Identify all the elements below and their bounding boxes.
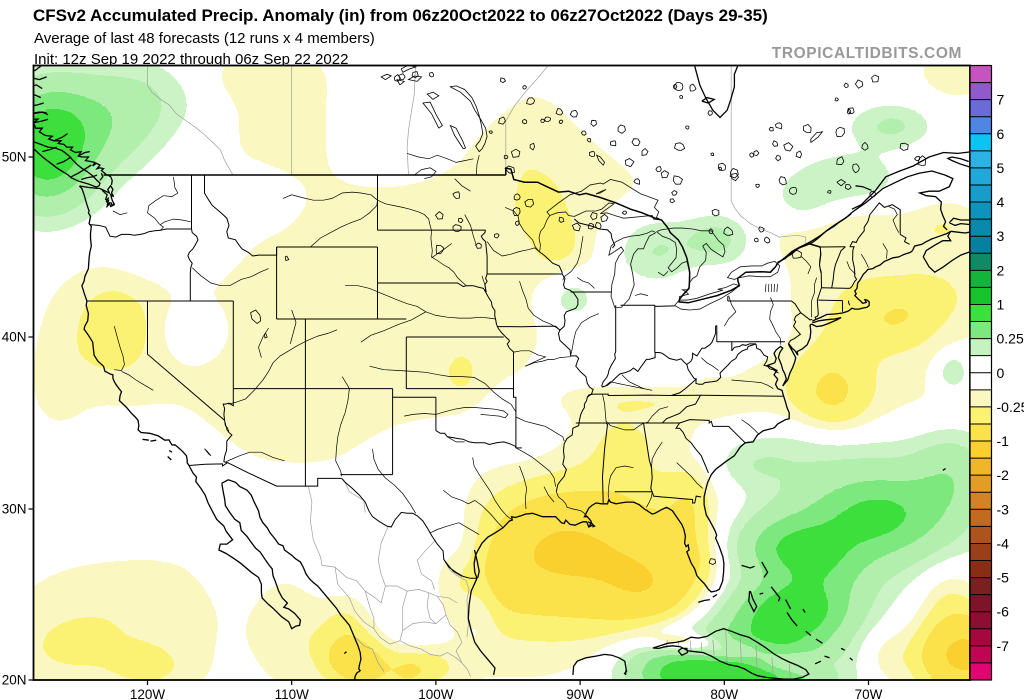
svg-text:80W: 80W <box>710 687 738 700</box>
svg-text:Average of last 48 forecasts (: Average of last 48 forecasts (12 runs x … <box>34 30 375 47</box>
svg-text:0: 0 <box>997 365 1005 381</box>
svg-text:110W: 110W <box>275 687 310 700</box>
svg-text:90W: 90W <box>566 687 594 700</box>
svg-text:40N: 40N <box>2 330 27 345</box>
svg-text:6: 6 <box>997 126 1005 142</box>
svg-text:-6: -6 <box>997 604 1010 620</box>
svg-text:-0.25: -0.25 <box>997 399 1024 415</box>
svg-text:TROPICALTIDBITS.COM: TROPICALTIDBITS.COM <box>772 45 962 62</box>
svg-text:-3: -3 <box>997 501 1010 517</box>
svg-text:7: 7 <box>997 92 1005 108</box>
svg-text:100W: 100W <box>418 687 454 700</box>
svg-text:2: 2 <box>997 262 1005 278</box>
svg-text:3: 3 <box>997 228 1005 244</box>
svg-text:-7: -7 <box>997 638 1010 654</box>
svg-text:20N: 20N <box>2 673 27 688</box>
svg-text:Init: 12z Sep 19 2022 through: Init: 12z Sep 19 2022 through 06z Sep 22… <box>34 51 348 68</box>
svg-text:1: 1 <box>997 297 1005 313</box>
svg-text:70W: 70W <box>855 687 883 700</box>
svg-text:-1: -1 <box>997 433 1010 449</box>
svg-text:0.25: 0.25 <box>997 331 1024 347</box>
svg-text:120W: 120W <box>130 687 166 700</box>
svg-text:50N: 50N <box>2 150 27 165</box>
svg-text:-4: -4 <box>997 535 1010 551</box>
svg-text:-5: -5 <box>997 570 1010 586</box>
svg-text:CFSv2 Accumulated Precip. Anom: CFSv2 Accumulated Precip. Anomaly (in) f… <box>33 6 768 25</box>
svg-text:4: 4 <box>997 194 1005 210</box>
svg-text:30N: 30N <box>2 502 27 517</box>
svg-text:5: 5 <box>997 160 1005 176</box>
svg-text:-2: -2 <box>997 467 1010 483</box>
